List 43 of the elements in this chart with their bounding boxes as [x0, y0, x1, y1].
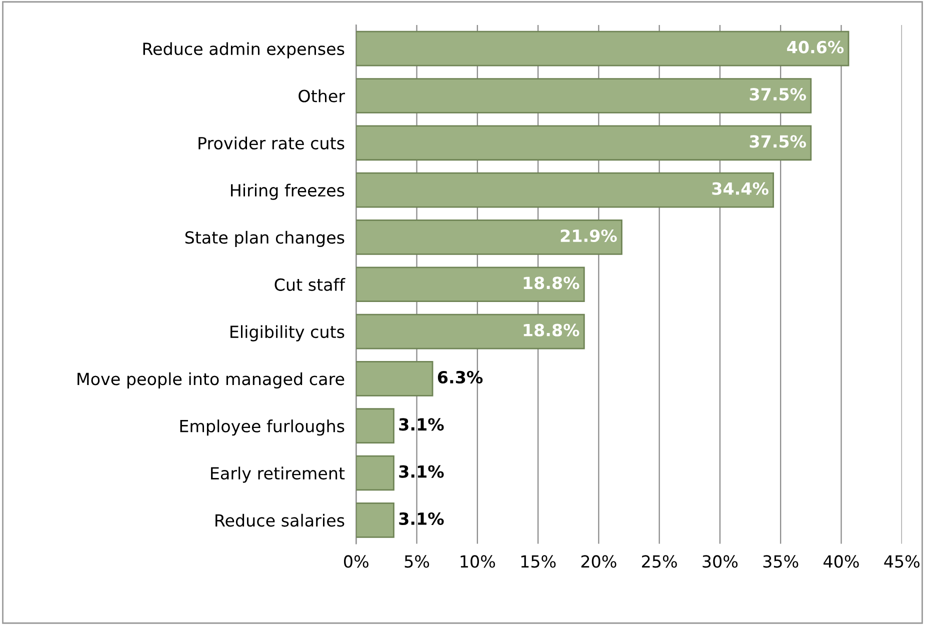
data-label: 34.4%	[712, 182, 768, 195]
bar	[356, 30, 850, 66]
bar	[356, 361, 434, 396]
bar	[356, 266, 585, 302]
data-label: 6.3%	[438, 370, 483, 384]
y-tick-label: Eligibility cuts	[230, 325, 344, 342]
bar	[356, 220, 622, 255]
y-tick-label: Early retirement	[211, 466, 345, 483]
y-tick-label: Employee furloughs	[180, 420, 344, 436]
data-label: 37.5%	[750, 88, 806, 101]
bar	[356, 314, 585, 350]
y-tick-label: Provider rate cuts	[198, 136, 344, 150]
data-label: 37.5%	[750, 135, 806, 148]
data-label: 3.1%	[399, 465, 444, 478]
x-tick-label: 20%	[581, 555, 616, 568]
y-tick-label: State plan changes	[185, 230, 344, 248]
x-tick-label: 5%	[404, 555, 430, 568]
y-tick-label: Cut staff	[274, 278, 346, 291]
y-tick-label: Reduce admin expenses	[143, 42, 344, 58]
bar	[356, 455, 394, 491]
bar	[356, 172, 774, 208]
data-label: 40.6%	[787, 40, 844, 54]
x-tick-label: 45%	[884, 555, 920, 568]
x-tick-label: 25%	[642, 555, 677, 568]
data-label: 18.8%	[524, 324, 580, 336]
data-label: 3.1%	[399, 512, 444, 526]
x-tick-label: 15%	[521, 555, 556, 568]
y-tick-label: Reduce salaries	[216, 514, 344, 527]
y-tick-label: Hiring freezes	[231, 184, 344, 200]
y-tick-label: Other	[298, 89, 346, 102]
x-tick-label: 35%	[763, 555, 798, 568]
x-tick-label: 0%	[344, 555, 368, 568]
bar	[356, 125, 812, 161]
data-label: 18.8%	[524, 276, 580, 290]
bar	[356, 502, 394, 538]
x-tick-label: 30%	[702, 555, 738, 568]
bar	[356, 408, 394, 444]
data-label: 21.9%	[560, 229, 617, 242]
y-tick-label: Move people into managed care	[78, 372, 344, 388]
x-tick-label: 40%	[824, 555, 859, 568]
data-label: 3.1%	[399, 418, 444, 431]
bar	[356, 78, 812, 114]
x-tick-label: 10%	[460, 555, 496, 568]
